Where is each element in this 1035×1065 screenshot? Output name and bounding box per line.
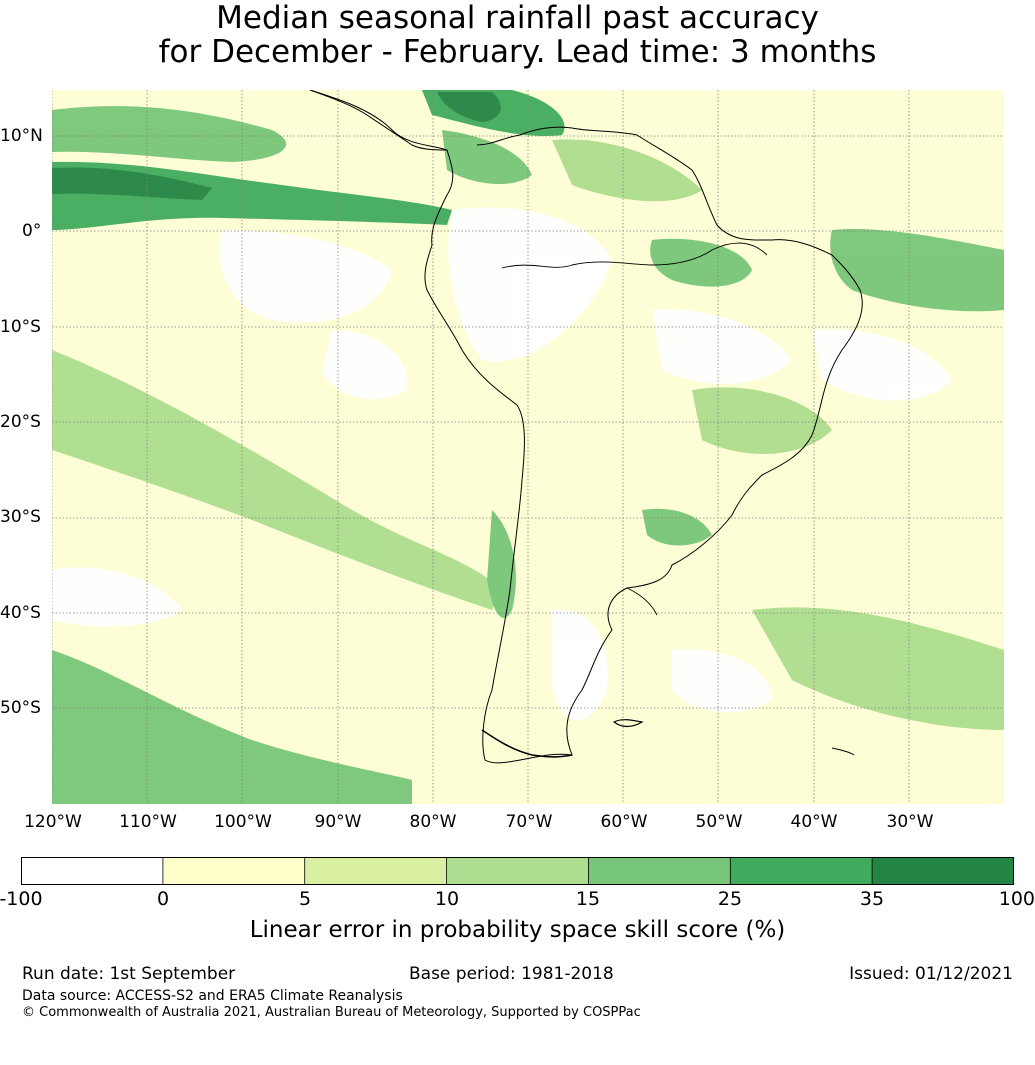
tierra-del-fuego [481, 729, 573, 758]
lon-label-120w: 120°W [24, 812, 82, 832]
colorbar [21, 857, 1014, 885]
map-title-line2: for December - February. Lead time: 3 mo… [158, 34, 877, 70]
colombia-patch [442, 130, 532, 185]
colorbar-bin-6 [872, 857, 1014, 885]
pacific-white-1 [219, 230, 392, 323]
lon-label-100w: 100°W [214, 812, 272, 832]
data-source: Data source: ACCESS-S2 and ERA5 Climate … [22, 988, 403, 1004]
lat-label-20s: 20°S [0, 412, 41, 432]
south-atlantic-white [672, 649, 772, 713]
map-gridlines [52, 90, 1004, 804]
lat-label-10n: 10°N [0, 126, 43, 146]
base-period: Base period: 1981-2018 [409, 964, 614, 984]
colorbar-bin-4 [588, 857, 731, 885]
amazon-river [501, 242, 768, 269]
guiana-patch [552, 139, 702, 202]
lon-label-40w: 40°W [790, 812, 838, 832]
amazon-mouth-patch [650, 238, 752, 287]
colorbar-bin-2 [304, 857, 447, 885]
south-georgia [831, 747, 855, 756]
colorbar-tick-0: 0 [156, 888, 170, 910]
colorbar-bin-5 [730, 857, 873, 885]
falkland-islands [612, 719, 644, 728]
rainfall-skill-map [52, 90, 1004, 804]
pacific-white-3 [52, 567, 182, 627]
lon-label-50w: 50°W [695, 812, 743, 832]
atlantic-patch [830, 229, 1004, 312]
atlantic-white-1 [812, 329, 952, 401]
colorbar-label: Linear error in probability space skill … [249, 917, 786, 943]
colorbar-tick-25: 25 [717, 888, 743, 910]
lon-label-110w: 110°W [119, 812, 177, 832]
copyright-notice: © Commonwealth of Australia 2021, Austra… [22, 1005, 641, 1020]
colorbar-bin-3 [446, 857, 589, 885]
colorbar-frame [21, 857, 1014, 885]
colorbar-tick-35: 35 [859, 888, 885, 910]
colorbar-tick-5: 5 [298, 888, 312, 910]
brazil-white [652, 309, 792, 384]
colorbar-bin-0 [21, 857, 163, 885]
uruguay-patch [642, 508, 712, 546]
lon-label-30w: 30°W [886, 812, 934, 832]
southwest-pacific-patch [52, 650, 412, 804]
south-pacific-band [52, 350, 502, 610]
argentina-white [552, 609, 608, 720]
colorbar-tick--100: -100 [0, 888, 43, 910]
lon-label-90w: 90°W [314, 812, 362, 832]
lon-label-80w: 80°W [409, 812, 457, 832]
colorbar-tick-15: 15 [575, 888, 601, 910]
lon-label-60w: 60°W [600, 812, 648, 832]
caribbean-core [437, 92, 501, 122]
skill-patches [52, 90, 1004, 804]
pacific-white-2 [322, 330, 408, 400]
central-america-coast [309, 90, 448, 151]
rio-de-la-plata [626, 587, 658, 616]
lat-label-0: 0° [22, 221, 42, 241]
colorbar-tick-10: 10 [434, 888, 460, 910]
lat-label-50s: 50°S [0, 698, 41, 718]
issued-date: Issued: 01/12/2021 [849, 964, 1013, 984]
map-title-line1: Median seasonal rainfall past accuracy [216, 0, 819, 36]
chile-patch [487, 510, 516, 619]
colorbar-tick-100: 100 [998, 888, 1035, 910]
run-date: Run date: 1st September [22, 964, 236, 984]
south-america-coastline [309, 90, 863, 764]
north-pacific-patch [52, 106, 287, 162]
lon-label-70w: 70°W [505, 812, 553, 832]
lat-label-30s: 30°S [0, 507, 41, 527]
tropical-pacific-core [52, 167, 212, 200]
lat-label-10s: 10°S [0, 317, 41, 337]
south-atlantic-patch [752, 607, 1004, 730]
colorbar-bin-1 [162, 857, 305, 885]
amazon-white [448, 207, 612, 362]
brazil-east-patch [692, 387, 832, 454]
lat-label-40s: 40°S [0, 603, 41, 623]
